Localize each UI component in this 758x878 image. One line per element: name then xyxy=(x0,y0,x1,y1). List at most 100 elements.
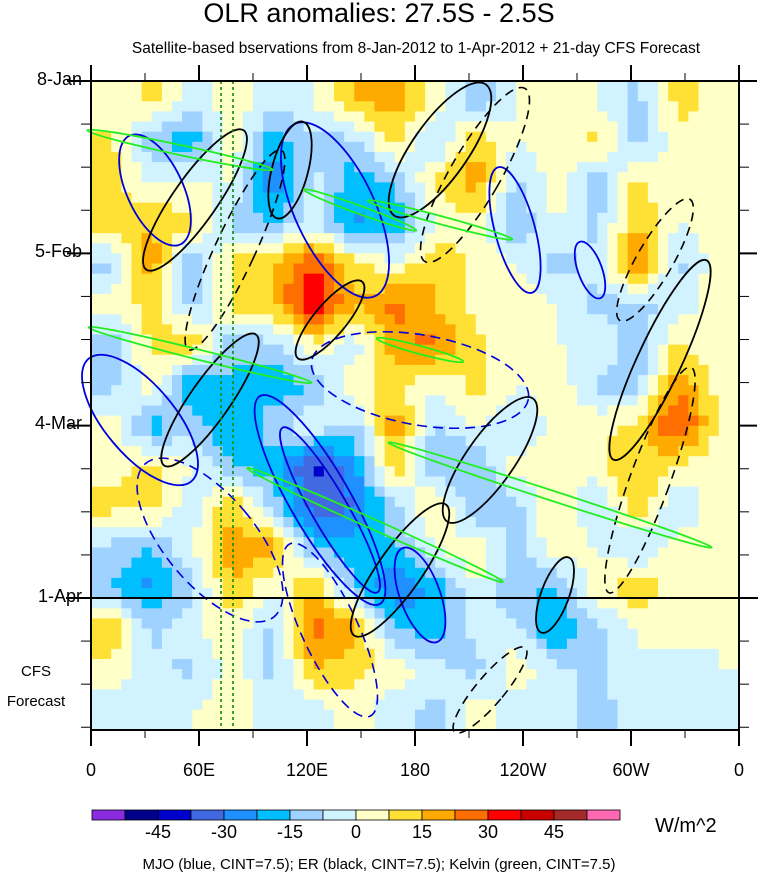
heatmap-cell xyxy=(475,598,487,609)
heatmap-cell xyxy=(566,547,578,559)
heatmap-cell xyxy=(374,91,386,102)
heatmap-cell xyxy=(506,253,517,265)
heatmap-cell xyxy=(425,202,436,214)
heatmap-cell xyxy=(101,263,112,275)
heatmap-cell xyxy=(374,334,386,346)
heatmap-cell xyxy=(192,506,203,518)
heatmap-cell xyxy=(313,202,325,214)
heatmap-cell xyxy=(323,557,335,569)
heatmap-cell xyxy=(718,699,730,711)
heatmap-cell xyxy=(506,344,517,356)
heatmap-cell xyxy=(688,354,700,366)
heatmap-cell xyxy=(465,659,477,670)
heatmap-cell xyxy=(374,537,386,549)
heatmap-cell xyxy=(607,466,619,478)
heatmap-cell xyxy=(222,638,234,650)
heatmap-cell xyxy=(506,446,517,457)
heatmap-cell xyxy=(678,293,689,305)
heatmap-cell xyxy=(253,517,264,528)
heatmap-cell xyxy=(91,476,102,488)
heatmap-cell xyxy=(334,253,345,265)
heatmap-cell xyxy=(384,537,396,549)
heatmap-cell xyxy=(617,588,629,599)
heatmap-cell xyxy=(212,446,224,457)
heatmap-cell xyxy=(708,395,720,407)
heatmap-cell xyxy=(445,172,457,184)
heatmap-cell xyxy=(587,101,598,113)
heatmap-cell xyxy=(313,486,325,498)
heatmap-cell xyxy=(111,598,122,609)
heatmap-cell xyxy=(668,719,679,731)
heatmap-cell xyxy=(273,638,284,650)
heatmap-cell xyxy=(718,385,730,396)
heatmap-cell xyxy=(313,577,325,589)
heatmap-cell xyxy=(587,172,598,184)
heatmap-cell xyxy=(101,182,112,194)
heatmap-cell xyxy=(111,719,122,731)
heatmap-cell xyxy=(242,314,254,325)
heatmap-cell xyxy=(506,101,517,113)
heatmap-cell xyxy=(647,648,659,660)
heatmap-cell xyxy=(202,283,214,295)
heatmap-cell xyxy=(607,395,619,407)
heatmap-cell xyxy=(718,669,730,680)
heatmap-cell xyxy=(546,233,558,244)
heatmap-cell xyxy=(232,344,244,356)
heatmap-cell xyxy=(587,567,598,579)
heatmap-cell xyxy=(182,517,193,528)
heatmap-cell xyxy=(546,182,558,194)
heatmap-cell xyxy=(668,669,679,680)
heatmap-cell xyxy=(465,324,477,336)
heatmap-cell xyxy=(516,253,527,265)
heatmap-cell xyxy=(111,304,122,315)
heatmap-cell xyxy=(222,111,234,123)
heatmap-cell xyxy=(728,151,740,163)
heatmap-cell xyxy=(242,679,254,691)
heatmap-cell xyxy=(323,588,335,599)
heatmap-cell xyxy=(323,618,335,630)
heatmap-cell xyxy=(475,405,487,417)
heatmap-cell xyxy=(161,669,173,680)
heatmap-cell xyxy=(202,293,214,305)
heatmap-cell xyxy=(273,334,284,346)
heatmap-cell xyxy=(334,111,345,123)
heatmap-cell xyxy=(637,243,649,254)
heatmap-cell xyxy=(425,151,436,163)
heatmap-cell xyxy=(354,588,365,599)
heatmap-cell xyxy=(364,91,376,102)
heatmap-cell xyxy=(658,486,669,498)
heatmap-cell xyxy=(506,456,517,467)
heatmap-cell xyxy=(313,162,325,173)
heatmap-cell xyxy=(344,182,355,194)
heatmap-cell xyxy=(587,659,598,670)
heatmap-cell xyxy=(172,689,183,701)
heatmap-cell xyxy=(627,354,639,366)
heatmap-cell xyxy=(364,557,376,569)
heatmap-cell xyxy=(526,557,538,569)
heatmap-cell xyxy=(192,283,203,295)
heatmap-cell xyxy=(546,466,558,478)
heatmap-cell xyxy=(121,243,133,254)
heatmap-cell xyxy=(435,679,446,691)
heatmap-cell xyxy=(688,648,700,660)
heatmap-cell xyxy=(728,192,740,204)
heatmap-cell xyxy=(587,141,598,153)
heatmap-cell xyxy=(354,435,365,447)
heatmap-cell xyxy=(516,334,527,346)
heatmap-cell xyxy=(577,679,588,691)
heatmap-cell xyxy=(658,456,669,467)
heatmap-cell xyxy=(455,395,467,407)
heatmap-cell xyxy=(374,466,386,478)
heatmap-cell xyxy=(425,101,436,113)
heatmap-cell xyxy=(506,395,517,407)
heatmap-cell xyxy=(404,425,416,437)
heatmap-cell xyxy=(688,608,700,620)
heatmap-cell xyxy=(566,101,578,113)
heatmap-cell xyxy=(526,344,538,356)
heatmap-cell xyxy=(556,466,568,478)
heatmap-cell xyxy=(718,212,730,224)
heatmap-cell xyxy=(101,304,112,315)
heatmap-cell xyxy=(455,425,467,437)
heatmap-cell xyxy=(617,547,629,559)
heatmap-cell xyxy=(384,679,396,691)
